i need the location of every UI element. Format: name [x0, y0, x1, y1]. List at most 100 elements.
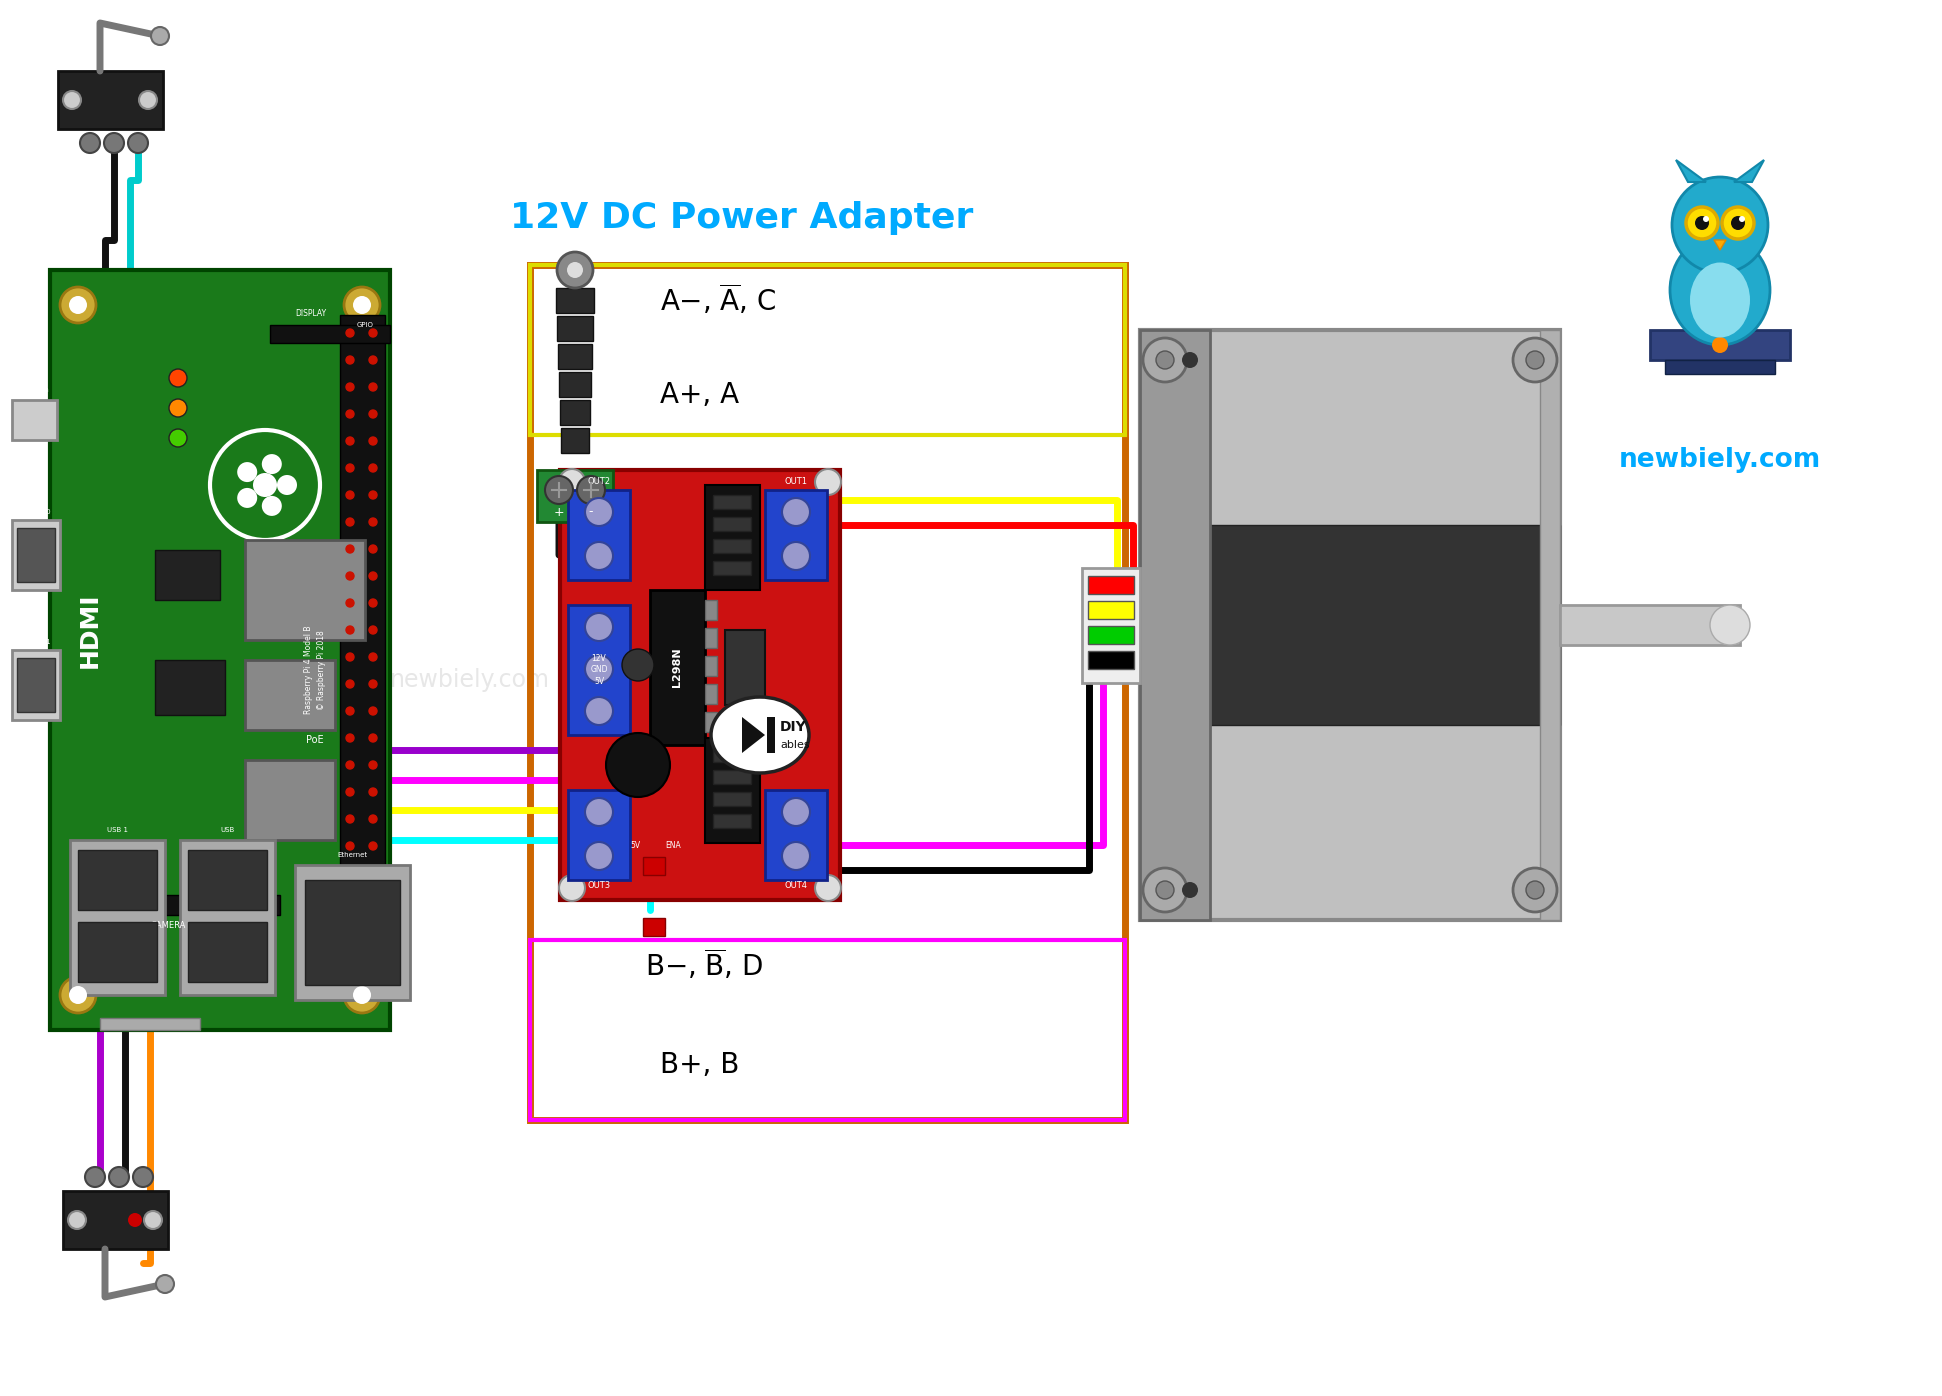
Circle shape — [346, 761, 353, 769]
Circle shape — [132, 1167, 153, 1187]
Polygon shape — [1715, 240, 1726, 250]
Text: *HDMI 1: *HDMI 1 — [21, 639, 50, 645]
Bar — [705, 738, 759, 843]
Bar — [530, 265, 1124, 436]
Bar — [567, 490, 629, 579]
Circle shape — [346, 842, 353, 850]
Circle shape — [144, 1210, 161, 1228]
Text: GPIO: GPIO — [357, 322, 373, 328]
Bar — [713, 792, 752, 805]
Circle shape — [346, 329, 353, 336]
Circle shape — [346, 544, 353, 553]
Bar — [555, 288, 594, 313]
Circle shape — [369, 680, 377, 688]
Circle shape — [346, 518, 353, 526]
Circle shape — [369, 599, 377, 607]
Text: A+, A: A+, A — [660, 381, 740, 409]
Circle shape — [585, 542, 614, 570]
Circle shape — [1703, 216, 1709, 222]
Text: ables: ables — [781, 740, 810, 750]
Bar — [181, 840, 276, 995]
Text: DIY: DIY — [781, 720, 806, 734]
Circle shape — [80, 133, 99, 154]
Text: 12V DC Power Adapter: 12V DC Power Adapter — [511, 201, 973, 235]
Bar — [70, 840, 165, 995]
Circle shape — [346, 680, 353, 688]
Circle shape — [369, 383, 377, 391]
Bar — [765, 490, 827, 579]
Circle shape — [60, 288, 95, 322]
Bar — [155, 660, 225, 715]
Bar — [530, 940, 1124, 1120]
Circle shape — [237, 462, 256, 482]
Circle shape — [85, 1167, 105, 1187]
Circle shape — [252, 473, 278, 497]
Circle shape — [369, 329, 377, 336]
Circle shape — [344, 977, 381, 1013]
Circle shape — [169, 369, 186, 387]
Circle shape — [369, 734, 377, 743]
Circle shape — [369, 544, 377, 553]
Circle shape — [1526, 350, 1544, 369]
Circle shape — [105, 133, 124, 154]
Circle shape — [557, 253, 592, 288]
Circle shape — [60, 977, 95, 1013]
Bar — [1140, 329, 1210, 920]
Text: USB: USB — [219, 826, 235, 833]
Circle shape — [1183, 882, 1198, 898]
Ellipse shape — [1670, 235, 1769, 345]
Text: 12V
GND
5V: 12V GND 5V — [590, 655, 608, 685]
Circle shape — [1183, 352, 1198, 369]
Circle shape — [783, 799, 810, 826]
Circle shape — [585, 613, 614, 641]
Text: PoE: PoE — [307, 736, 324, 745]
Circle shape — [346, 383, 353, 391]
Bar — [713, 496, 752, 510]
Circle shape — [369, 787, 377, 796]
Text: ENB: ENB — [664, 928, 680, 938]
Circle shape — [369, 463, 377, 472]
Circle shape — [369, 437, 377, 445]
Circle shape — [1672, 177, 1767, 274]
Bar — [295, 866, 410, 1000]
Circle shape — [783, 842, 810, 870]
Bar — [245, 759, 336, 840]
Circle shape — [169, 429, 186, 447]
Polygon shape — [1676, 161, 1705, 181]
Circle shape — [1711, 604, 1750, 645]
Circle shape — [1155, 881, 1175, 899]
Bar — [567, 604, 629, 736]
Bar — [713, 814, 752, 828]
Circle shape — [559, 875, 585, 900]
Circle shape — [346, 734, 353, 743]
Circle shape — [559, 469, 585, 496]
Circle shape — [1513, 868, 1557, 912]
Circle shape — [62, 91, 82, 109]
Text: Raspberry Pi 4 Model B
© Raspberry Pi 2018: Raspberry Pi 4 Model B © Raspberry Pi 20… — [305, 625, 326, 715]
Bar — [305, 879, 400, 986]
Text: Power In: Power In — [19, 387, 49, 394]
Bar — [538, 470, 614, 522]
Circle shape — [1144, 868, 1187, 912]
Text: B$-$, $\overline{\rm B}$, D: B$-$, $\overline{\rm B}$, D — [645, 948, 763, 983]
Circle shape — [262, 496, 282, 517]
Circle shape — [1738, 216, 1746, 222]
Circle shape — [369, 625, 377, 634]
Text: 5V: 5V — [629, 928, 641, 938]
Text: newbiely.com: newbiely.com — [1620, 447, 1822, 473]
Circle shape — [346, 437, 353, 445]
Circle shape — [1713, 336, 1728, 353]
Circle shape — [621, 649, 654, 681]
Circle shape — [346, 599, 353, 607]
Bar — [713, 748, 752, 762]
Circle shape — [585, 842, 614, 870]
Text: 5V: 5V — [629, 840, 641, 850]
Bar — [1088, 651, 1134, 669]
Circle shape — [353, 986, 371, 1004]
Bar — [559, 371, 590, 396]
Bar — [340, 315, 385, 866]
Bar — [765, 790, 827, 879]
Bar — [724, 630, 765, 705]
Bar — [705, 484, 759, 591]
Text: DISPLAY: DISPLAY — [295, 309, 326, 317]
